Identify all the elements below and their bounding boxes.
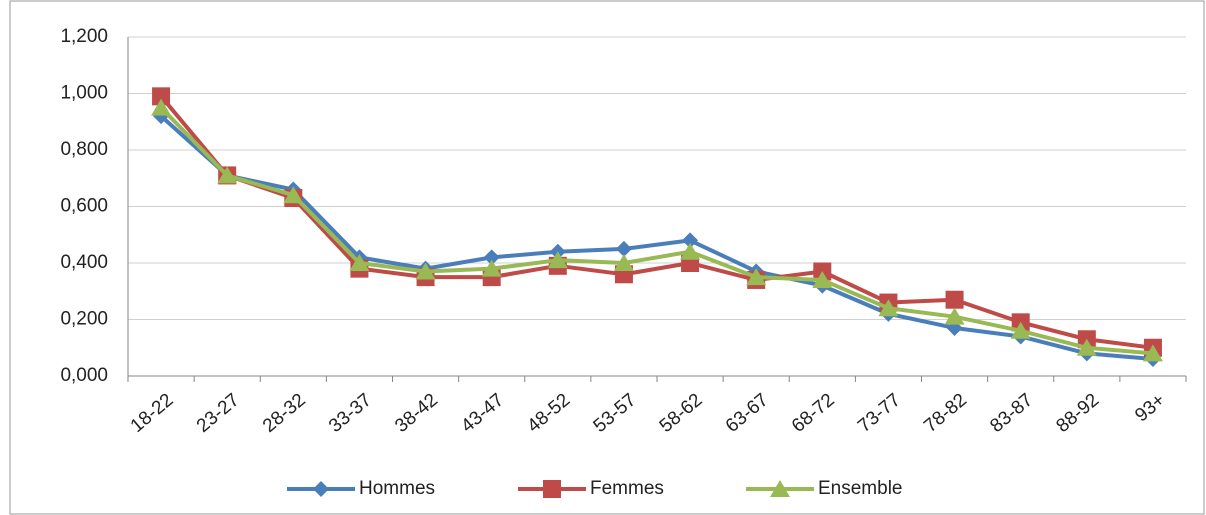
marker [483,249,500,266]
y-tick-label: 1,200 [60,26,108,47]
marker [878,299,899,317]
chart-frame [9,0,1205,515]
marker [349,254,370,271]
marker [481,259,502,277]
marker [945,290,964,309]
y-tick-label: 0,400 [60,252,108,273]
marker [680,242,701,260]
series-line [159,95,1154,350]
legend-marker [313,481,329,497]
marker [613,254,634,271]
marker [217,166,238,184]
legend-label: Ensemble [818,478,903,499]
marker [944,307,965,325]
legend-label: Femmes [590,478,664,499]
marker [152,87,171,106]
marker [746,268,767,286]
marker [615,240,632,257]
marker [1076,338,1097,356]
y-tick-label: 0,600 [60,196,108,217]
marker [812,270,833,288]
marker [1142,344,1163,362]
marker [547,251,568,269]
marker [151,98,172,116]
y-tick-label: 0,000 [60,365,108,386]
series-line [159,106,1154,356]
y-tick-label: 0,200 [60,309,108,330]
marker [1010,321,1031,339]
legend-marker [543,480,561,498]
marker [682,232,699,249]
legend-marker [770,480,790,497]
series-line [159,114,1154,362]
marker [283,186,304,204]
legend-label: Hommes [359,478,435,499]
y-tick-label: 0,800 [60,139,108,160]
marker [415,262,436,280]
y-tick-label: 1,000 [60,83,108,104]
